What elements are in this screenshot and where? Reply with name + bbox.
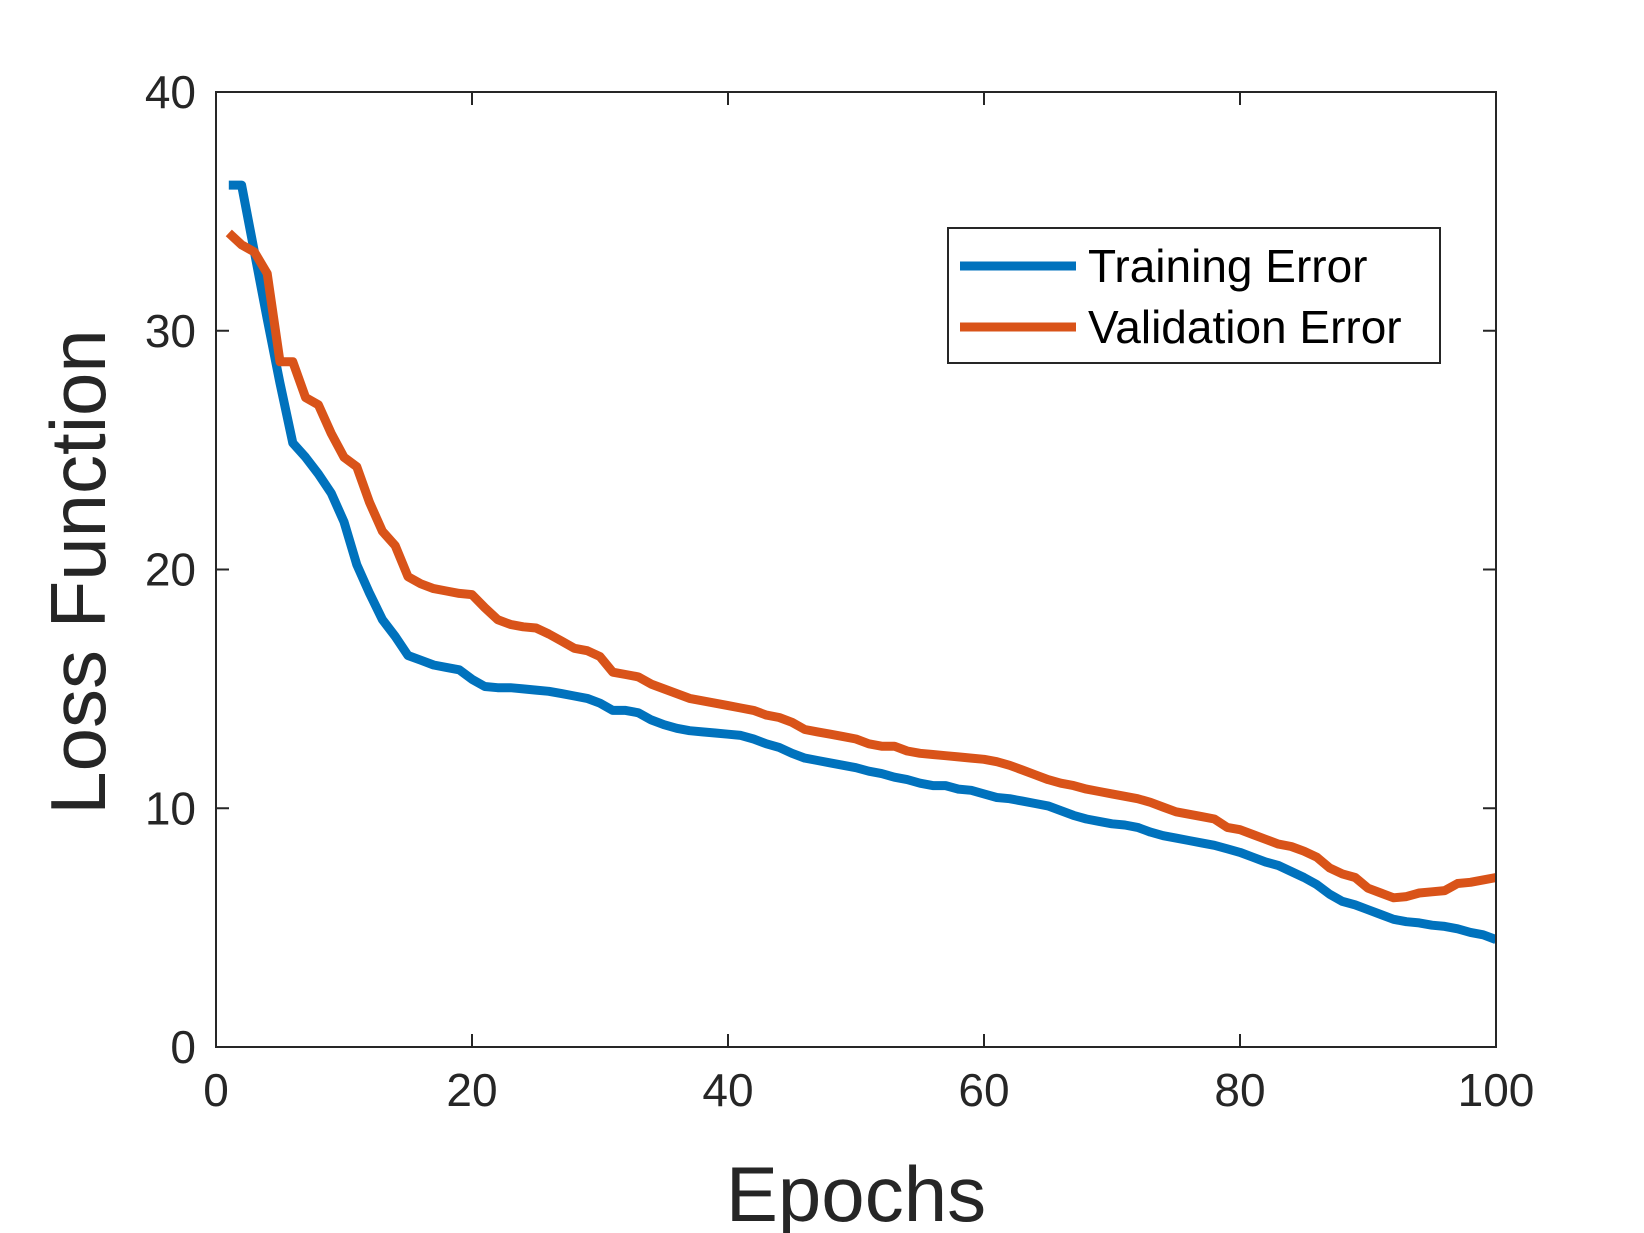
- x-axis-label: Epochs: [726, 1150, 986, 1233]
- y-tick-label: 30: [145, 305, 196, 357]
- x-tick-label: 100: [1458, 1064, 1535, 1116]
- x-tick-label: 20: [446, 1064, 497, 1116]
- legend-label: Training Error: [1088, 240, 1367, 292]
- series-line-validation-error: [225, 229, 1496, 903]
- y-tick-label: 10: [145, 782, 196, 834]
- legend: Training Error Validation Error: [947, 227, 1441, 364]
- x-tick-label: 0: [203, 1064, 229, 1116]
- series-layer: [225, 180, 1496, 944]
- legend-box: [947, 227, 1441, 364]
- legend-label: Validation Error: [1088, 301, 1402, 353]
- y-tick-label: 20: [145, 544, 196, 596]
- x-tick-label: 40: [702, 1064, 753, 1116]
- series-line-training-error: [228, 180, 1496, 944]
- ticks-layer: 0 20 40 60 80 100 0 10 20 30 40: [145, 66, 1535, 1116]
- x-tick-label: 80: [1214, 1064, 1265, 1116]
- y-axis-label: Loss Function: [34, 329, 122, 815]
- x-tick-label: 60: [958, 1064, 1009, 1116]
- y-tick-label: 40: [145, 66, 196, 118]
- y-tick-label: 0: [170, 1021, 196, 1073]
